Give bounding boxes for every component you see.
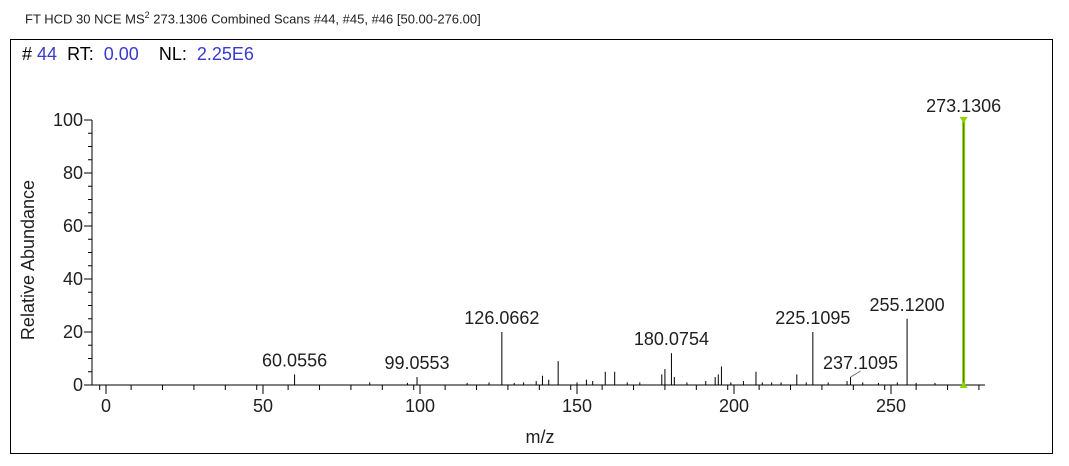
y-tick-label: 20 (63, 322, 83, 342)
y-tick-label: 60 (63, 216, 83, 236)
peaks-group (294, 117, 968, 388)
peak-label: 60.0556 (262, 350, 327, 370)
header-superscript: 2 (144, 10, 150, 20)
peak-labels-group: 60.0556 99.0553 126.0662 180.0754 225.1095 23… (262, 96, 1001, 378)
rt-value: 0.00 (103, 44, 139, 64)
y-tick-label: 100 (53, 110, 83, 130)
y-tick-label: 40 (63, 269, 83, 289)
peak-label: 237.1095 (823, 353, 898, 373)
peak-label: 273.1306 (926, 96, 1001, 116)
nl-value: 2.25E6 (196, 44, 254, 64)
precursor-marker-bottom (959, 382, 968, 388)
x-tick-label: 250 (876, 396, 906, 416)
scan-info: # 44 RT: 0.00 NL: 2.25E6 (22, 44, 254, 65)
peak-label: 225.1095 (775, 308, 850, 328)
peak-label: 255.1200 (870, 295, 945, 315)
label-leader-line (850, 370, 861, 378)
y-tick-label: 80 (63, 163, 83, 183)
y-tick-label: 0 (73, 375, 83, 395)
y-axis-title: Relative Abundance (18, 180, 38, 340)
peak-label: 126.0662 (464, 308, 539, 328)
axes-group: 0 20 40 60 80 100 0 50 100 150 200 250 (53, 110, 985, 416)
header-suffix: 273.1306 Combined Scans #44, #45, #46 [5… (149, 11, 481, 27)
peak-label: 99.0553 (384, 353, 449, 373)
precursor-marker-top (959, 117, 968, 123)
x-tick-label: 150 (562, 396, 592, 416)
scan-hash-label: # (22, 44, 33, 64)
nl-label: NL: (158, 44, 187, 64)
plot-frame (10, 39, 1053, 454)
spectrum-header: FT HCD 30 NCE MS2 273.1306 Combined Scan… (25, 10, 481, 26)
x-axis-title: m/z (526, 427, 555, 447)
x-tick-label: 100 (405, 396, 435, 416)
rt-label: RT: (67, 44, 94, 64)
header-prefix: FT HCD 30 NCE MS (25, 11, 145, 27)
x-tick-label: 50 (253, 396, 273, 416)
x-tick-label: 0 (101, 396, 111, 416)
x-tick-label: 200 (719, 396, 749, 416)
peak-label: 180.0754 (634, 329, 709, 349)
scan-number: 44 (37, 44, 58, 64)
